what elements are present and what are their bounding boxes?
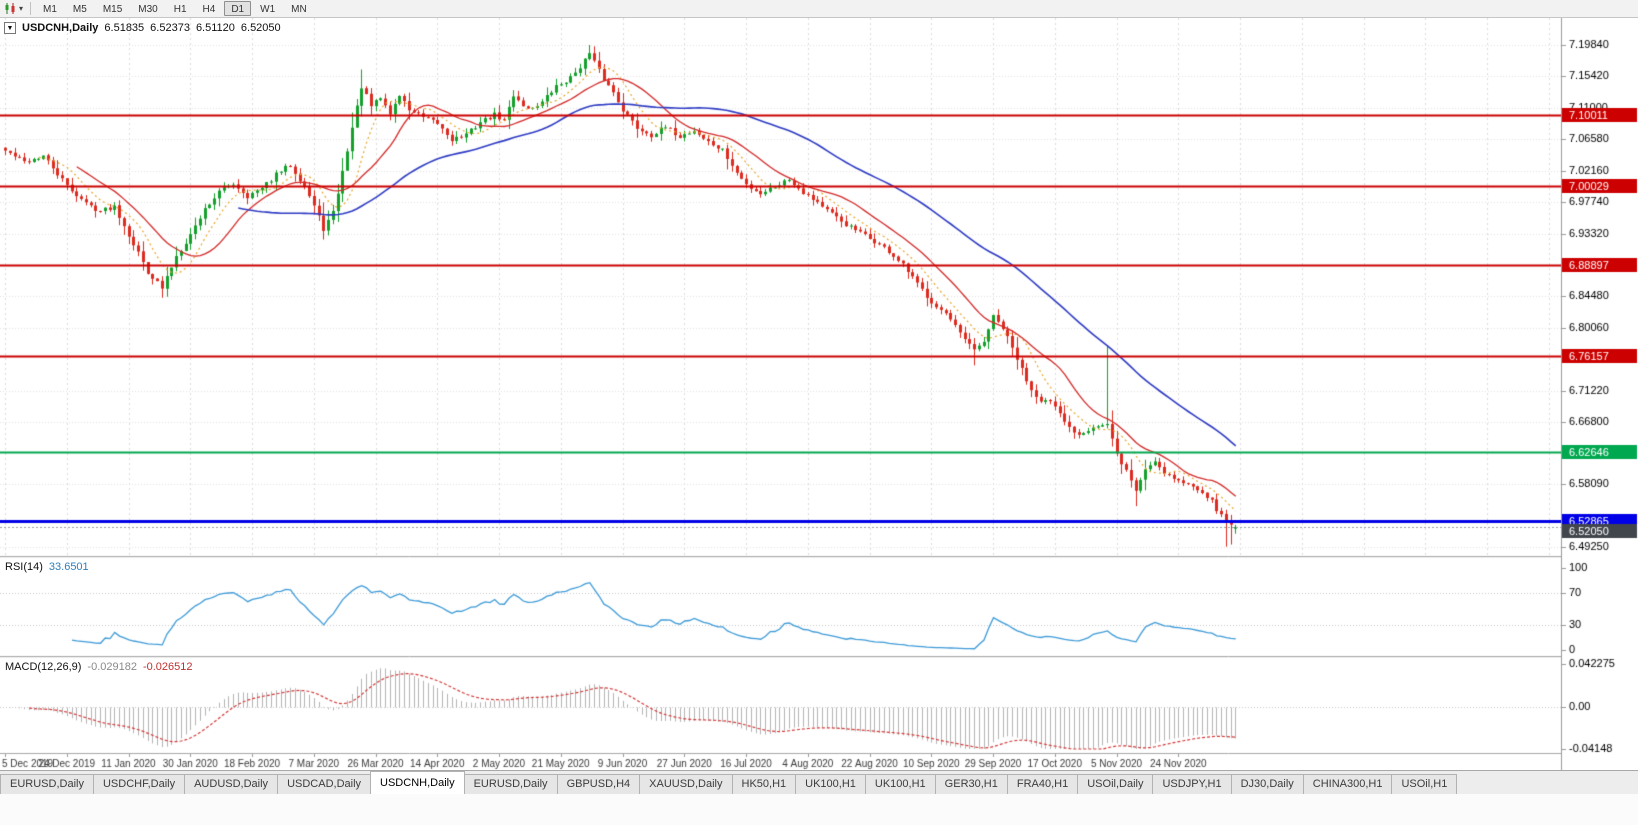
quote-close: 6.52050 (240, 22, 281, 34)
rsi-value: 33.6501 (48, 561, 89, 573)
tab-usdcnh-daily[interactable]: USDCNH,Daily (370, 771, 465, 794)
chart-type-dropdown-icon[interactable]: ▾ (19, 4, 24, 13)
tab-eurusd-daily[interactable]: EURUSD,Daily (463, 774, 558, 794)
timeframe-button-w1[interactable]: W1 (260, 4, 276, 15)
top-toolbar: ▾ M1 M5 M15 M30 H1 H4 D1 W1 MN (0, 0, 1638, 18)
tab-ger30-h1[interactable]: GER30,H1 (934, 774, 1008, 794)
tab-fra40-h1[interactable]: FRA40,H1 (1006, 774, 1079, 794)
macd-main-value: -0.029182 (87, 661, 137, 673)
chart-tab-bar: EURUSD,Daily USDCHF,Daily AUDUSD,Daily USDC… (0, 770, 1638, 794)
tab-usdjpy-h1[interactable]: USDJPY,H1 (1152, 774, 1232, 794)
tab-uk100-h1[interactable]: UK100,H1 (795, 774, 866, 794)
tab-china300-h1[interactable]: CHINA300,H1 (1302, 774, 1393, 794)
window-bottom-filler (0, 794, 1638, 825)
chart-title: ▼ USDCNH,Daily 6.51835 6.52373 6.51120 6… (4, 22, 281, 34)
chart-area: ▼ USDCNH,Daily 6.51835 6.52373 6.51120 6… (0, 18, 1638, 770)
timeframe-button-group: M1 M5 M15 M30 H1 H4 D1 W1 MN (36, 1, 314, 16)
tab-audusd-daily[interactable]: AUDUSD,Daily (184, 774, 279, 794)
timeframe-button-h4[interactable]: H4 (202, 4, 216, 15)
tab-usdchf-daily[interactable]: USDCHF,Daily (92, 774, 186, 794)
rsi-label: RSI(14) (5, 561, 43, 573)
timeframe-button-h1[interactable]: H1 (173, 4, 187, 15)
tab-gbpusd-h4[interactable]: GBPUSD,H4 (556, 774, 641, 794)
tab-hk50-h1[interactable]: HK50,H1 (731, 774, 797, 794)
candlestick-chart-icon[interactable] (3, 2, 19, 16)
price-chart-canvas[interactable] (0, 18, 1638, 770)
toolbar-separator (30, 2, 32, 15)
quote-low: 6.51120 (195, 22, 235, 34)
tab-uk100-h1[interactable]: UK100,H1 (864, 774, 936, 794)
macd-indicator-label: MACD(12,26,9) -0.029182 -0.026512 (5, 661, 193, 673)
macd-signal-value: -0.026512 (142, 661, 193, 673)
timeframe-button-m30[interactable]: M30 (138, 4, 158, 15)
symbol-dropdown-icon[interactable]: ▼ (4, 22, 16, 34)
tab-dj30-daily[interactable]: DJ30,Daily (1230, 774, 1304, 794)
rsi-indicator-label: RSI(14) 33.6501 (5, 561, 89, 573)
quote-high: 6.52373 (150, 22, 190, 34)
tab-usoil-daily[interactable]: USOil,Daily (1077, 774, 1154, 794)
tab-eurusd-daily[interactable]: EURUSD,Daily (0, 774, 94, 794)
timeframe-button-m15[interactable]: M15 (102, 4, 123, 15)
tab-usdcad-daily[interactable]: USDCAD,Daily (277, 774, 372, 794)
chart-symbol-label: USDCNH,Daily (22, 22, 99, 34)
timeframe-button-d1[interactable]: D1 (224, 1, 252, 16)
macd-label: MACD(12,26,9) (5, 661, 82, 673)
tab-usoil-h1[interactable]: USOil,H1 (1391, 774, 1458, 794)
tab-xauusd-daily[interactable]: XAUUSD,Daily (639, 774, 733, 794)
timeframe-button-mn[interactable]: MN (291, 4, 307, 15)
timeframe-button-m5[interactable]: M5 (72, 4, 87, 15)
quote-open: 6.51835 (104, 22, 145, 34)
timeframe-button-m1[interactable]: M1 (43, 4, 57, 15)
